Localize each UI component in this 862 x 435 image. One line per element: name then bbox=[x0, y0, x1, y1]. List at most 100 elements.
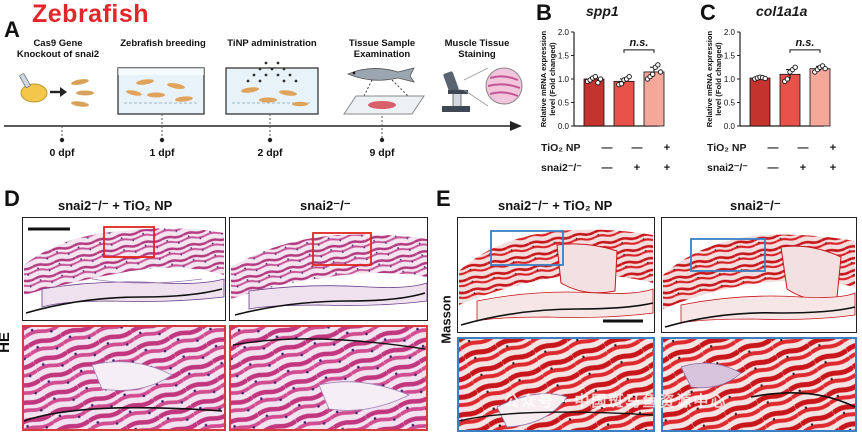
masson-zoom-treated bbox=[457, 337, 655, 432]
he-overview-treated bbox=[22, 217, 226, 321]
col1a1a-point-0-4 bbox=[762, 75, 768, 82]
spp1-ytick-label-1: 0.5 bbox=[558, 99, 570, 108]
tissue-sample-icon bbox=[343, 67, 425, 115]
spp1-ytick-label-4: 2.0 bbox=[558, 28, 570, 37]
spp1-point-2-4 bbox=[655, 62, 661, 68]
panel-c-r2-c2: + bbox=[799, 162, 807, 174]
panel-a-title: Zebrafish bbox=[32, 0, 150, 28]
arrow-head-icon bbox=[60, 87, 67, 97]
spp1-point-1-1 bbox=[618, 81, 625, 87]
col1a1a-point-1-4 bbox=[792, 64, 798, 70]
col1a1a-sig-bracket bbox=[789, 49, 821, 53]
timeline-arrow-icon bbox=[510, 121, 522, 131]
he-overview-control bbox=[229, 217, 428, 321]
col1a1a-ylabel-1: level (Fold changed) bbox=[714, 42, 723, 116]
step-4-label-l2: Examination bbox=[353, 49, 411, 60]
panel-b-r2-c3: + bbox=[663, 162, 671, 174]
panel-b-r2-c2: + bbox=[633, 162, 641, 174]
masson-overview-treated bbox=[457, 217, 655, 333]
panel-b-r1-c3: + bbox=[663, 142, 671, 154]
panel-d-left-title: snai2⁻/⁻ + TiO₂ NP bbox=[58, 198, 173, 213]
col1a1a-point-2-4 bbox=[822, 66, 828, 72]
step-1-label-l1: Cas9 Gene bbox=[33, 38, 83, 49]
step-1-label: Cas9 Gene Knockout of snai2 bbox=[12, 38, 104, 60]
step-5-label-l2: Staining bbox=[458, 49, 496, 60]
panel-b-row2-label: snai2⁻/⁻ bbox=[541, 162, 582, 174]
panel-b-letter: B bbox=[536, 0, 552, 25]
spp1-ylabel-1: level (Fold changed) bbox=[548, 42, 557, 116]
spp1-sig-label: n.s. bbox=[630, 37, 649, 49]
masson-overview-control bbox=[661, 217, 857, 333]
spp1-ylabel-0: Relative mRNA expression bbox=[540, 30, 548, 127]
panel-c-r1-c3: + bbox=[829, 142, 837, 154]
panel-c-gene: col1a1a bbox=[756, 3, 808, 19]
he-zoom-treated bbox=[22, 325, 226, 431]
microscope-icon bbox=[442, 71, 470, 112]
panel-c-r2-c1: — bbox=[767, 162, 779, 174]
spp1-point-2-2 bbox=[650, 71, 656, 77]
timeline-day-1: 1 dpf bbox=[149, 147, 175, 159]
spp1-point-1-4 bbox=[626, 74, 632, 80]
step-3-label: TiNP administration bbox=[227, 38, 317, 49]
timeline-day-2: 2 dpf bbox=[257, 147, 283, 159]
larvae-icon bbox=[71, 79, 94, 107]
step-2-label: Zebrafish breeding bbox=[120, 38, 206, 49]
panel-c-row2-label: snai2⁻/⁻ bbox=[707, 162, 748, 174]
panel-d-right-title: snai2⁻/⁻ bbox=[300, 198, 351, 213]
panel-d-stain-label: HE bbox=[0, 332, 13, 353]
chart-col1a1a: Relative mRNA expression level (Fold chan… bbox=[706, 28, 831, 131]
panel-a-illustration bbox=[4, 61, 523, 143]
panel-b-r1-c2: — bbox=[631, 142, 643, 154]
timeline-day-0: 0 dpf bbox=[49, 147, 75, 159]
spp1-ytick-label-0: 0.0 bbox=[558, 122, 570, 131]
spp1-point-2-5 bbox=[657, 69, 664, 75]
spp1-bar-1 bbox=[613, 80, 635, 127]
panel-c-letter: C bbox=[700, 0, 716, 25]
panel-b-r1-c1: — bbox=[601, 142, 613, 154]
col1a1a-bar-2 bbox=[809, 68, 831, 127]
embryo-dish-icon bbox=[19, 73, 48, 103]
col1a1a-ytick-label-1: 0.5 bbox=[724, 99, 736, 108]
step-1-label-l2: Knockout of snai2 bbox=[16, 49, 100, 60]
panel-b-row1-label: TiO₂ NP bbox=[541, 142, 581, 154]
watermark-text: 公众号 · 中国斑马鱼资源中心 bbox=[504, 393, 728, 410]
panel-b-gene: spp1 bbox=[586, 3, 619, 19]
spp1-sig-bracket bbox=[623, 49, 655, 53]
timeline-day-9: 9 dpf bbox=[369, 147, 395, 159]
panel-c-r2-c3: + bbox=[829, 162, 837, 174]
col1a1a-ytick-label-0: 0.0 bbox=[724, 122, 736, 131]
col1a1a-ytick-label-4: 2.0 bbox=[724, 28, 736, 37]
he-zoom-control bbox=[229, 325, 428, 431]
step-5-label-l1: Muscle Tissue bbox=[444, 38, 510, 49]
col1a1a-bar-0 bbox=[749, 77, 771, 127]
step-4-label-l1: Tissue Sample bbox=[348, 38, 416, 49]
spp1-point-0-3 bbox=[592, 74, 598, 80]
panel-d-letter: D bbox=[4, 186, 20, 211]
panel-e-letter: E bbox=[436, 186, 451, 211]
col1a1a-ytick-label-2: 1.0 bbox=[724, 75, 736, 84]
panel-c-row1-label: TiO₂ NP bbox=[707, 142, 747, 154]
panel-e-stain-label: Masson bbox=[438, 295, 454, 344]
spp1-point-0-4 bbox=[595, 80, 601, 86]
panel-c-r1-c2: — bbox=[797, 142, 809, 154]
panel-e-left-title: snai2⁻/⁻ + TiO₂ NP bbox=[498, 198, 613, 213]
muscle-stain-zoom-icon bbox=[463, 67, 523, 107]
chart-spp1: Relative mRNA expression level (Fold chan… bbox=[540, 28, 665, 131]
panel-c-r1-c1: — bbox=[767, 142, 779, 154]
spp1-point-0-5 bbox=[597, 76, 604, 82]
col1a1a-ylabel-0: Relative mRNA expression bbox=[706, 30, 714, 127]
panel-a-letter: A bbox=[4, 17, 20, 42]
spp1-bar-0 bbox=[583, 78, 605, 127]
breeding-tank-icon bbox=[117, 67, 205, 115]
col1a1a-point-1-1 bbox=[784, 76, 791, 82]
panel-e-right-title: snai2⁻/⁻ bbox=[730, 198, 781, 213]
spp1-ytick-label-3: 1.5 bbox=[558, 52, 570, 61]
step-4-label: Tissue Sample Examination bbox=[336, 38, 428, 60]
masson-zoom-control bbox=[661, 337, 857, 432]
step-5-label: Muscle Tissue Staining bbox=[432, 38, 522, 60]
col1a1a-sig-label: n.s. bbox=[796, 37, 815, 49]
nanoparticle-tank-icon bbox=[225, 61, 319, 115]
spp1-ytick-label-2: 1.0 bbox=[558, 75, 570, 84]
col1a1a-ytick-label-3: 1.5 bbox=[724, 52, 736, 61]
panel-b-r2-c1: — bbox=[601, 162, 613, 174]
